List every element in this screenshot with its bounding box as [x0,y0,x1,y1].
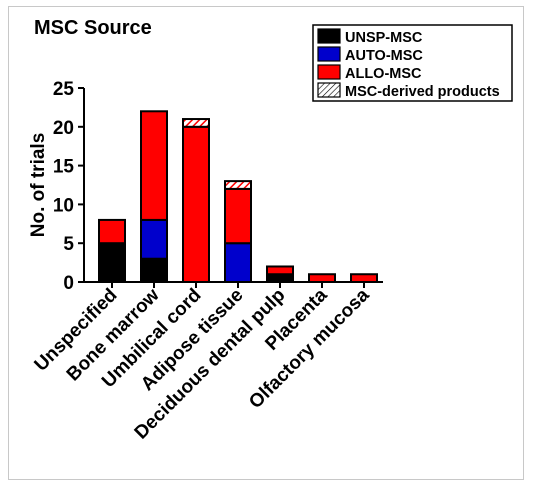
y-axis-label: No. of trials [28,133,49,238]
bar-segment [140,218,168,260]
y-tick-label: 10 [53,195,74,216]
bar-segment [350,273,378,283]
legend-label: MSC-derived products [345,84,500,100]
bar-segment [140,110,168,221]
legend-swatch [317,82,341,98]
bar-segment [182,125,210,283]
bars [98,110,378,284]
bar-segment [98,242,126,283]
bar-segment [224,180,252,190]
bar-segment [224,242,252,283]
legend: UNSP-MSC AUTO-MSC ALLO-MSC MSC-derived prod… [312,24,513,102]
bar-segment [98,218,126,245]
bar-segment [266,273,294,283]
y-tick-label: 5 [63,234,74,255]
y-axis: 0 5 10 15 20 25 No. of trials [28,79,85,294]
bar-segment [140,257,168,284]
legend-label: AUTO-MSC [345,48,423,64]
legend-label: UNSP-MSC [345,30,423,46]
bar-segment [308,273,336,283]
legend-label: ALLO-MSC [345,66,422,82]
bar-segment [266,265,294,276]
legend-swatch [317,28,341,44]
y-tick-label: 20 [53,118,74,139]
chart-title: MSC Source [34,17,152,39]
y-tick-label: 15 [53,157,75,178]
legend-swatch [317,64,341,80]
y-tick-label: 25 [53,79,75,100]
bar-segment [224,187,252,245]
y-tick-label: 0 [63,273,74,294]
legend-box [312,24,513,102]
bar-segment [182,118,210,128]
legend-swatch [317,46,341,62]
